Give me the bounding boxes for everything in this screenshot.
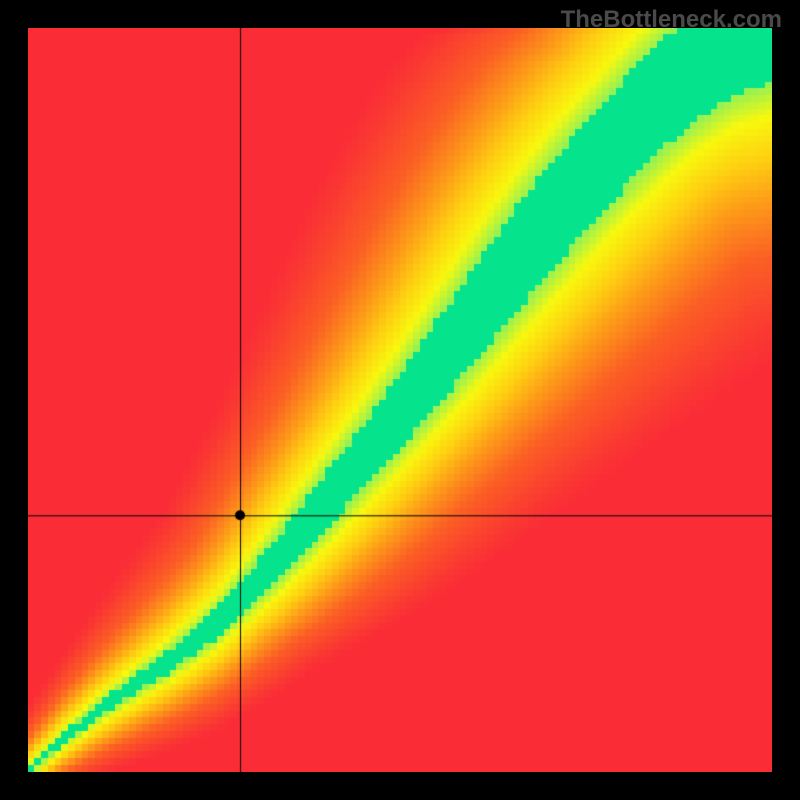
watermark-label: TheBottleneck.com	[561, 6, 782, 34]
bottleneck-heatmap-canvas	[28, 28, 772, 772]
